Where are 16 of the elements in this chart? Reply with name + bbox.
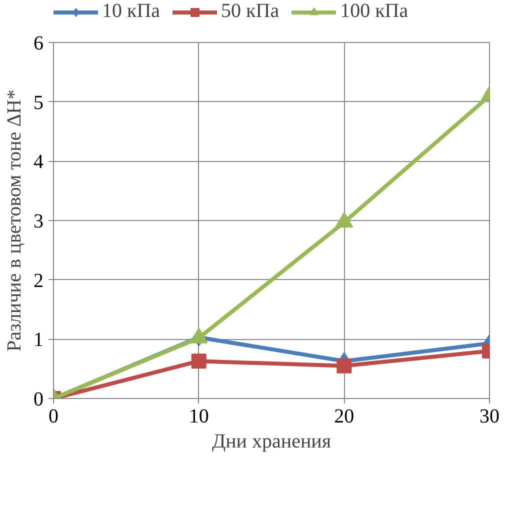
x-tick-label: 0 — [48, 406, 58, 428]
y-axis-title: Различие в цветовом тоне ΔH* — [4, 89, 26, 352]
x-tick-label: 30 — [480, 406, 500, 428]
y-tick-label: 6 — [34, 32, 44, 54]
x-tick-label: 20 — [334, 406, 354, 428]
y-tick-label: 3 — [34, 210, 44, 232]
legend-label: 50 кПа — [221, 0, 280, 23]
legend-label: 100 кПа — [340, 0, 408, 23]
y-tick-label: 2 — [34, 270, 44, 292]
y-tick-label: 4 — [34, 151, 44, 174]
y-tick-label: 0 — [34, 388, 44, 410]
legend-label: 10 кПа — [102, 0, 160, 23]
x-axis-title: Дни хранения — [212, 430, 332, 452]
x-tick-label: 10 — [188, 406, 209, 428]
y-tick-label: 5 — [34, 92, 44, 114]
y-tick-label: 1 — [34, 329, 44, 352]
